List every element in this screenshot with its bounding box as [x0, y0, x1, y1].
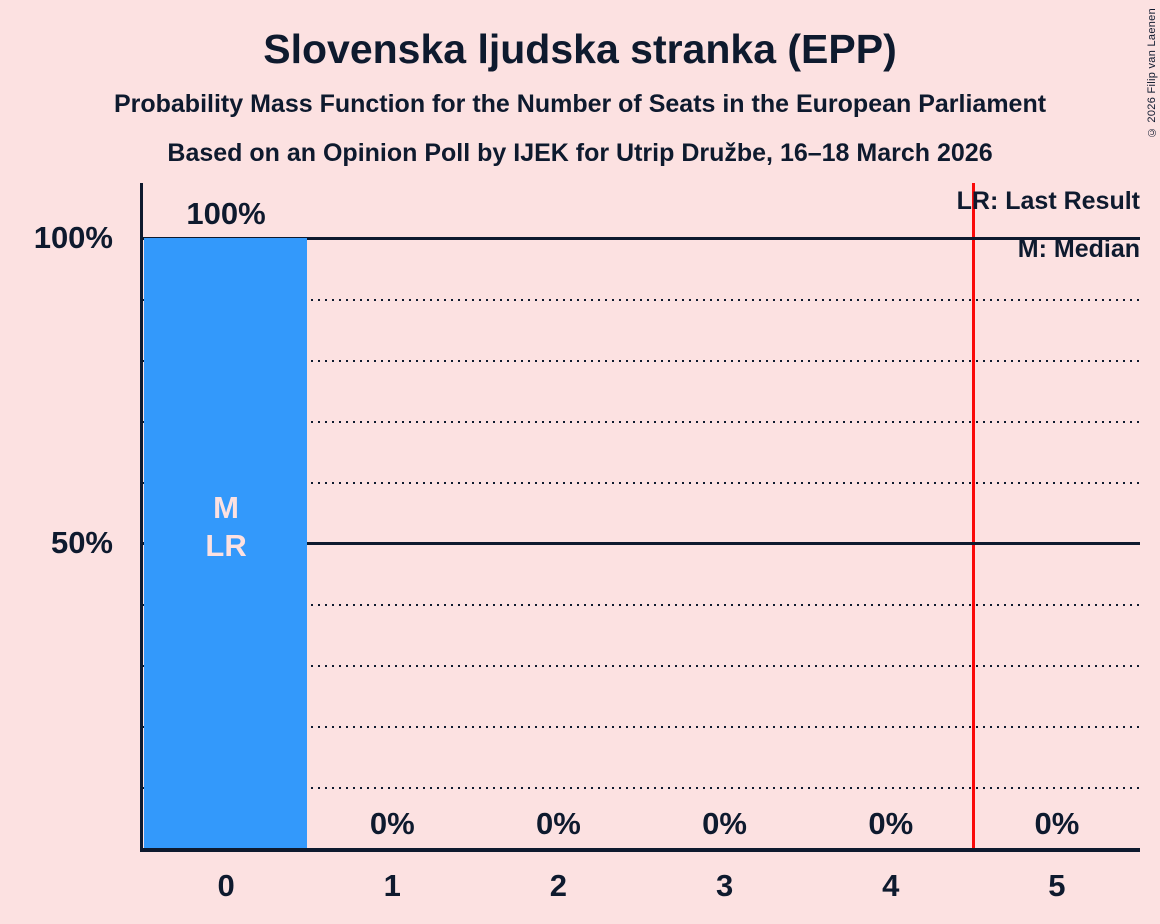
bar-value-label: 100%	[186, 196, 266, 231]
bar-value-label: 0%	[868, 806, 914, 841]
gridline-80pct	[143, 359, 1140, 362]
last-result-marker: LR	[205, 528, 247, 563]
gridline-70pct	[143, 420, 1140, 423]
chart-subtitle: Probability Mass Function for the Number…	[113, 90, 1047, 118]
y-axis-label-50: 50%	[50, 525, 113, 560]
gridline-30pct	[143, 664, 1140, 667]
bar-value-label: 0%	[702, 806, 747, 841]
bar-value-label: 0%	[536, 806, 581, 841]
bar-value-label: 0%	[1034, 806, 1080, 841]
x-axis-tick-labels: 0 1 2 3 4 5	[143, 864, 1140, 914]
legend-median: M: Median	[1017, 235, 1140, 263]
threshold-line	[972, 183, 976, 848]
x-tick-label-4: 4	[882, 868, 900, 903]
chart-source-line: Based on an Opinion Poll by IJEK for Utr…	[167, 139, 993, 167]
median-last-result-annotation: M LR	[143, 489, 309, 565]
gridline-90pct	[143, 298, 1140, 301]
plot-area: 100% 0% 0% 0% 0% 0% M LR	[140, 183, 1140, 852]
x-tick-label-2: 2	[549, 868, 568, 903]
gridline-40pct	[143, 603, 1140, 606]
median-marker: M	[213, 490, 239, 525]
x-tick-label-1: 1	[383, 868, 401, 903]
bar-seat-0	[144, 238, 308, 848]
bar-value-label: 0%	[369, 806, 415, 841]
x-tick-label-5: 5	[1048, 868, 1066, 903]
gridline-10pct	[143, 786, 1140, 789]
gridline-60pct	[143, 481, 1140, 484]
legend-last-result: LR: Last Result	[956, 187, 1140, 215]
x-tick-label-0: 0	[217, 868, 235, 903]
x-tick-label-3: 3	[715, 868, 734, 903]
copyright-note: © 2026 Filip van Laenen	[1146, 8, 1158, 139]
gridline-20pct	[143, 725, 1140, 728]
gridline-100pct	[143, 236, 1140, 240]
chart-title: Slovenska ljudska stranka (EPP)	[263, 26, 897, 72]
y-axis-label-100: 100%	[33, 220, 113, 255]
gridline-50pct	[143, 541, 1140, 545]
